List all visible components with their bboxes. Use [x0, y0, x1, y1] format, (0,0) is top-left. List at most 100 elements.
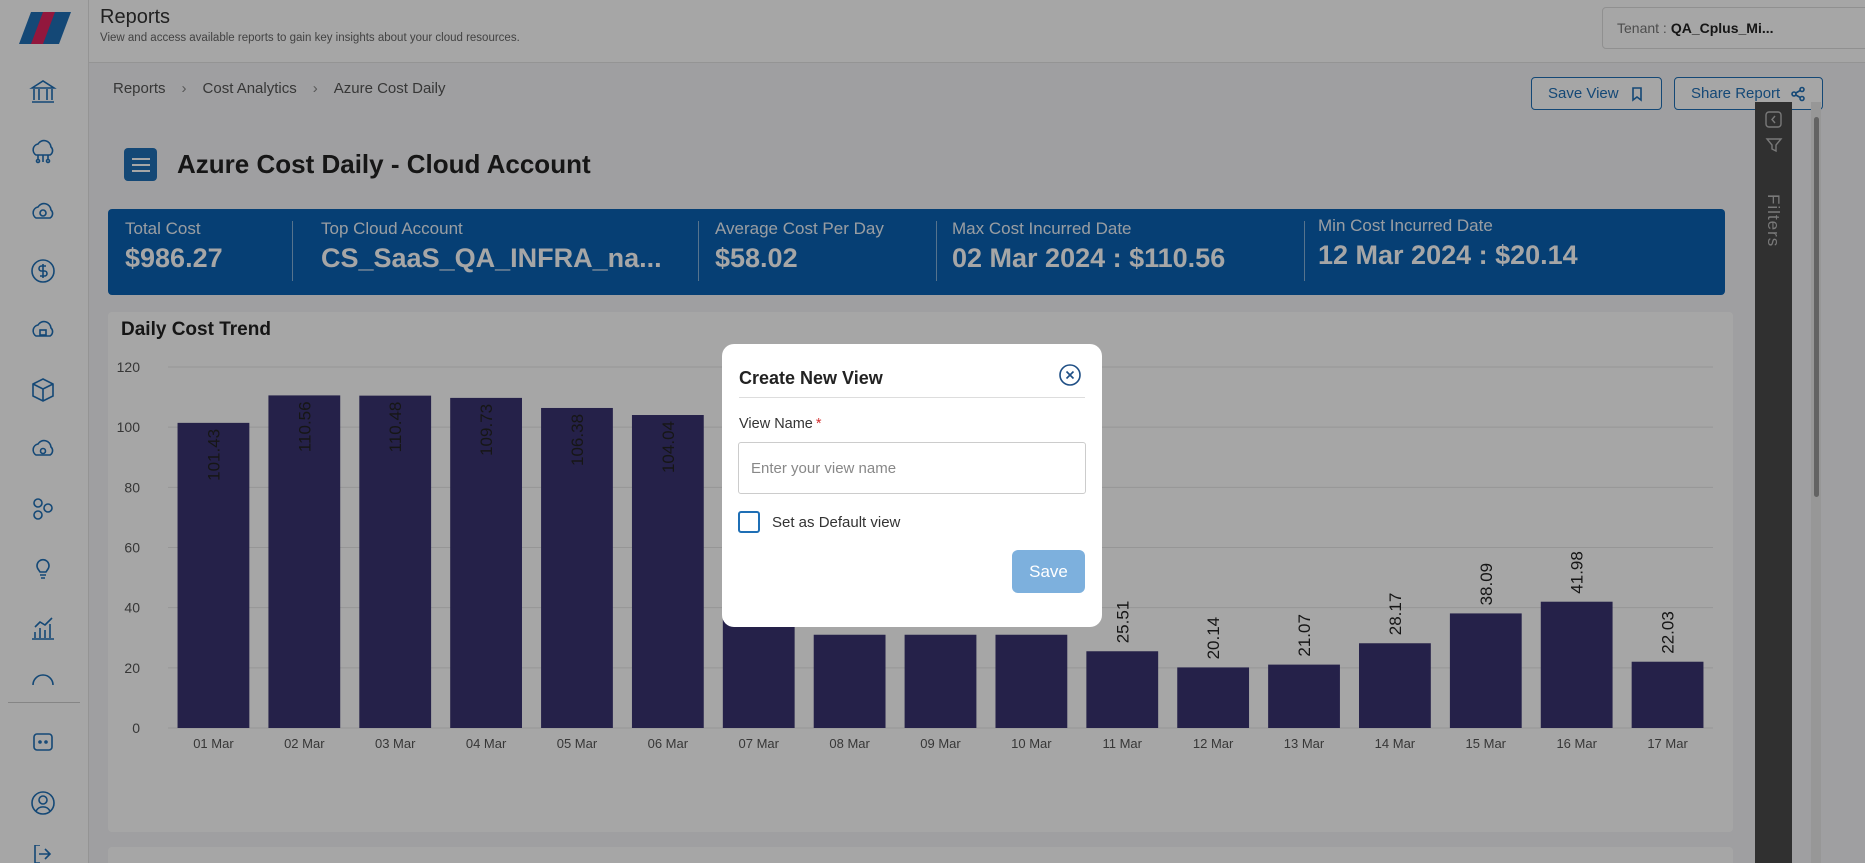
kpi-divider [698, 221, 699, 281]
daily-cost-chart: 0 20 40 60 80 100 120 01 Mar 101.43 02 Mar 110.56 0… [117, 359, 1713, 751]
x-tick-label: 01 Mar [193, 736, 234, 751]
filters-panel[interactable]: Filters [1755, 102, 1792, 863]
default-view-label[interactable]: Set as Default view [772, 513, 901, 531]
y-tick-label: 100 [117, 419, 141, 435]
cloud-network-icon[interactable] [26, 135, 60, 169]
y-tick-label: 120 [117, 359, 141, 375]
x-tick-label: 14 Mar [1375, 736, 1416, 751]
breadcrumb-current: Azure Cost Daily [333, 80, 446, 97]
collapse-icon[interactable] [1764, 110, 1783, 129]
kpi-divider [292, 221, 293, 281]
chart-title: Daily Cost Trend [121, 319, 271, 340]
cloud-settings-icon[interactable] [26, 432, 60, 466]
kpi-divider [1304, 221, 1305, 281]
dashboard-icon[interactable] [26, 670, 60, 690]
logout-icon[interactable] [26, 845, 60, 863]
chart-bar [995, 634, 1068, 728]
x-tick-label: 09 Mar [920, 736, 961, 751]
breadcrumb: Reports › Cost Analytics › Azure Cost Da… [113, 80, 445, 97]
chevron-right-icon: › [181, 80, 187, 97]
filter-icon [1765, 138, 1783, 153]
x-tick-label: 11 Mar [1103, 736, 1143, 751]
bar-chart-icon[interactable] [26, 611, 60, 645]
breadcrumb-cost-analytics[interactable]: Cost Analytics [202, 80, 297, 97]
x-tick-label: 15 Mar [1466, 736, 1507, 751]
kpi-min-cost: Min Cost Incurred Date 12 Mar 2024 : $20… [1318, 216, 1578, 271]
x-tick-label: 17 Mar [1647, 736, 1688, 751]
chart-bar [1177, 667, 1250, 728]
page-subtitle: View and access available reports to gai… [100, 32, 520, 44]
default-view-row[interactable]: Set as Default view [738, 511, 900, 533]
x-tick-label: 08 Mar [829, 736, 870, 751]
bar-data-label: 106.38 [568, 414, 587, 466]
dollar-icon[interactable] [26, 254, 60, 288]
scrollbar-thumb[interactable] [1814, 117, 1819, 497]
view-name-label-text: View Name [739, 416, 813, 432]
cube-icon[interactable] [26, 373, 60, 407]
view-name-input[interactable] [738, 442, 1086, 494]
x-tick-label: 02 Mar [284, 736, 325, 751]
bar-data-label: 38.09 [1477, 563, 1496, 606]
sidebar [0, 0, 89, 863]
chart-bar [813, 634, 886, 728]
app-logo[interactable] [19, 10, 71, 46]
user-profile-icon[interactable] [26, 786, 60, 820]
x-tick-label: 16 Mar [1556, 736, 1597, 751]
cloud-lock-icon[interactable] [26, 313, 60, 347]
bar-data-label: 110.48 [386, 402, 405, 453]
cloud-refresh-icon[interactable] [26, 194, 60, 228]
breadcrumb-reports[interactable]: Reports [113, 80, 166, 97]
chart-bar [1268, 664, 1340, 728]
default-view-checkbox[interactable] [738, 511, 760, 533]
kpi-top-account: Top Cloud Account CS_SaaS_QA_INFRA_na... [321, 219, 662, 274]
kpi-value: 12 Mar 2024 : $20.14 [1318, 240, 1578, 270]
modal-divider [739, 397, 1085, 398]
close-icon[interactable] [1058, 363, 1082, 387]
y-tick-label: 80 [124, 479, 140, 495]
filters-label: Filters [1764, 194, 1783, 248]
lightbulb-icon[interactable] [26, 551, 60, 585]
bar-data-label: 104.04 [659, 421, 678, 473]
chart-bar [904, 634, 977, 728]
report-header: Azure Cost Daily - Cloud Account [124, 148, 591, 181]
x-tick-label: 04 Mar [466, 736, 507, 751]
tenant-selector[interactable]: Tenant : QA_Cplus_Mi... [1602, 7, 1865, 49]
gears-icon[interactable] [26, 492, 60, 526]
share-report-button[interactable]: Share Report [1674, 77, 1824, 110]
kpi-value: $986.27 [125, 243, 223, 273]
required-mark: * [815, 416, 822, 432]
chart-bar [1631, 661, 1704, 728]
chart-bar [1449, 613, 1522, 728]
x-tick-label: 03 Mar [375, 736, 416, 751]
kpi-value: CS_SaaS_QA_INFRA_na... [321, 243, 662, 273]
chat-bot-icon[interactable] [26, 726, 60, 760]
x-tick-label: 05 Mar [557, 736, 598, 751]
share-icon [1791, 86, 1806, 101]
kpi-value: $58.02 [715, 243, 798, 273]
y-tick-label: 40 [124, 600, 140, 616]
summary-bar: Total Cost $986.27 Top Cloud Account CS_… [108, 209, 1725, 295]
save-view-label: Save View [1548, 85, 1619, 102]
tenant-label: Tenant : [1617, 20, 1667, 36]
page-header: Reports View and access available report… [89, 0, 1865, 63]
bank-icon[interactable] [26, 75, 60, 109]
chart-bar [450, 397, 522, 728]
kpi-label: Min Cost Incurred Date [1318, 216, 1493, 235]
save-button[interactable]: Save [1012, 550, 1085, 593]
bar-data-label: 41.98 [1568, 551, 1587, 594]
chevron-right-icon: › [312, 80, 318, 97]
menu-icon[interactable] [124, 148, 157, 181]
x-tick-label: 12 Mar [1193, 736, 1234, 751]
kpi-label: Max Cost Incurred Date [952, 219, 1132, 238]
kpi-total-cost: Total Cost $986.27 [125, 219, 223, 274]
x-tick-label: 07 Mar [739, 736, 780, 751]
kpi-label: Average Cost Per Day [715, 219, 884, 238]
bar-data-label: 110.56 [295, 401, 314, 452]
next-card [108, 847, 1733, 863]
save-view-button[interactable]: Save View [1531, 77, 1662, 110]
chart-bar [359, 395, 432, 728]
bar-data-label: 20.14 [1204, 617, 1223, 660]
kpi-value: 02 Mar 2024 : $110.56 [952, 243, 1226, 273]
kpi-label: Total Cost [125, 219, 201, 238]
y-tick-label: 20 [124, 660, 140, 676]
